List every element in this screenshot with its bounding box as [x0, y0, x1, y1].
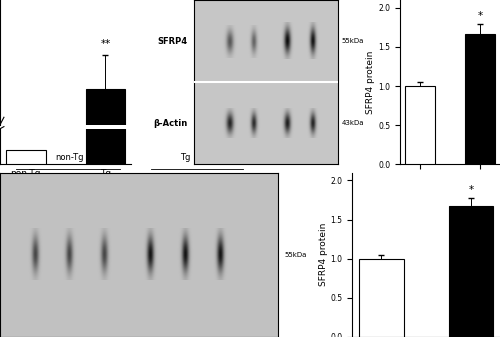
Text: non-Tg: non-Tg [55, 153, 84, 162]
Text: **: ** [100, 39, 110, 49]
Bar [404, 86, 435, 164]
Bar [86, 0, 126, 164]
Text: *: * [468, 185, 473, 195]
Text: β-Actin: β-Actin [154, 119, 188, 128]
Text: Tg: Tg [180, 153, 190, 162]
Text: 55kDa: 55kDa [342, 38, 364, 44]
Text: 43kDa: 43kDa [342, 120, 364, 126]
Bar [448, 206, 494, 337]
Text: SFRP4: SFRP4 [158, 37, 188, 45]
Y-axis label: SFRP4 protein: SFRP4 protein [318, 223, 328, 286]
Y-axis label: SFRP4 protein: SFRP4 protein [366, 51, 376, 114]
Bar [359, 259, 404, 337]
Bar [6, 150, 46, 164]
Bar [465, 34, 496, 164]
Text: *: * [478, 11, 483, 21]
Text: 55kDa: 55kDa [285, 252, 307, 258]
Bar [86, 89, 126, 200]
